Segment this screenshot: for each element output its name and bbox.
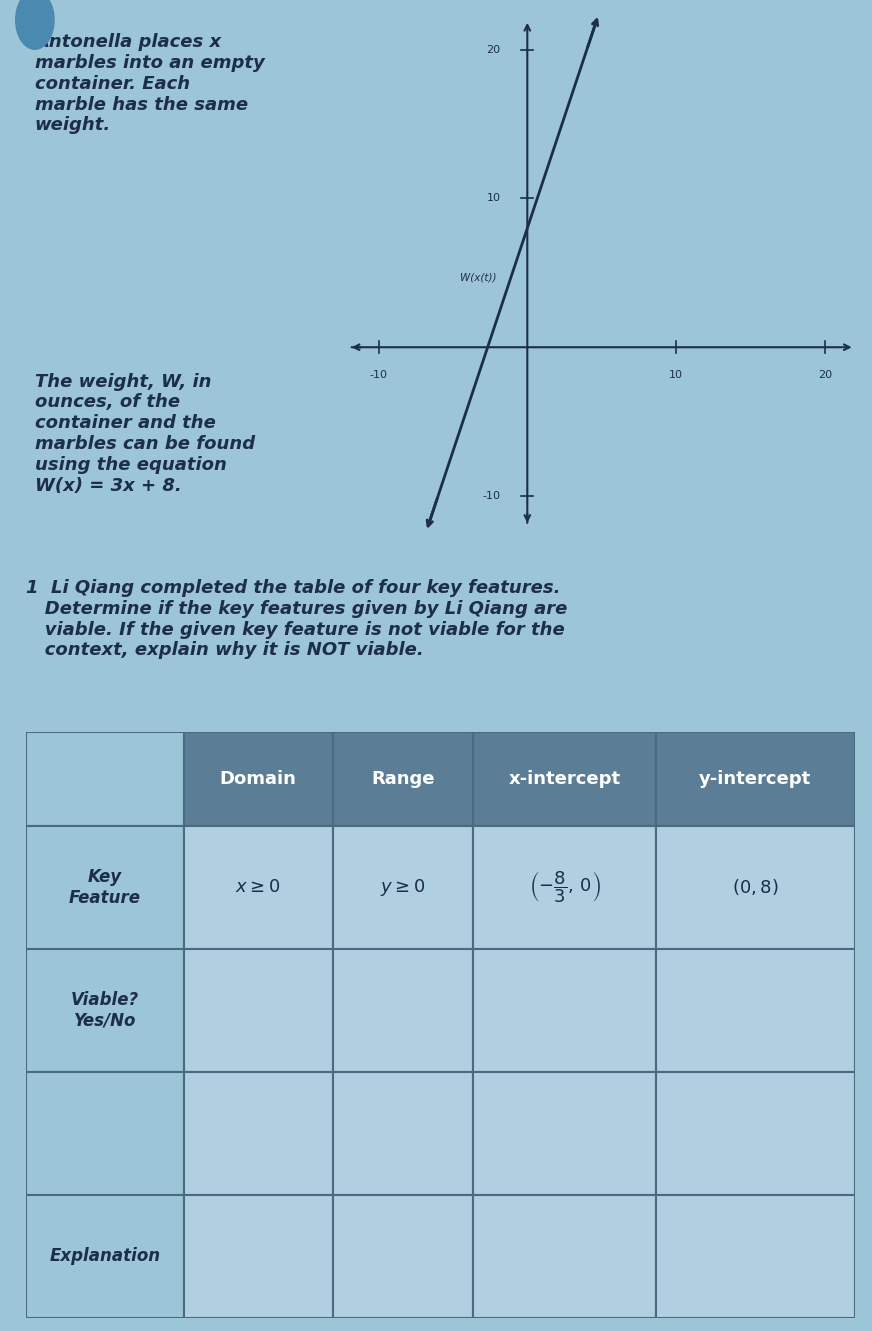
Text: x-intercept: x-intercept xyxy=(508,769,621,788)
Text: $y \geq 0$: $y \geq 0$ xyxy=(380,877,426,897)
Text: Domain: Domain xyxy=(220,769,296,788)
Bar xyxy=(333,825,473,949)
Bar xyxy=(473,1071,656,1195)
Text: 10: 10 xyxy=(669,370,683,379)
Bar xyxy=(473,825,656,949)
Text: 1  Li Qiang completed the table of four key features.
   Determine if the key fe: 1 Li Qiang completed the table of four k… xyxy=(26,579,568,659)
Text: Explanation: Explanation xyxy=(50,1247,160,1266)
Bar xyxy=(656,825,855,949)
Text: 10: 10 xyxy=(487,193,501,204)
Bar xyxy=(183,1195,332,1318)
Bar xyxy=(26,1071,183,1195)
Bar xyxy=(26,949,183,1071)
Text: -10: -10 xyxy=(482,491,501,500)
Text: $(0, 8)$: $(0, 8)$ xyxy=(732,877,779,897)
Text: Key
Feature: Key Feature xyxy=(69,868,141,906)
Text: Viable?
Yes/No: Viable? Yes/No xyxy=(71,990,139,1030)
Bar xyxy=(333,949,473,1071)
Bar xyxy=(473,1195,656,1318)
Bar xyxy=(333,1195,473,1318)
Bar xyxy=(656,1071,855,1195)
Text: Range: Range xyxy=(371,769,435,788)
Text: 20: 20 xyxy=(487,45,501,55)
Text: 20: 20 xyxy=(818,370,832,379)
Text: Antonella places x
marbles into an empty
container. Each
marble has the same
wei: Antonella places x marbles into an empty… xyxy=(35,33,264,134)
Bar xyxy=(26,732,183,825)
Text: $\left(-\dfrac{8}{3},\,0\right)$: $\left(-\dfrac{8}{3},\,0\right)$ xyxy=(528,869,601,905)
Bar xyxy=(656,949,855,1071)
Bar xyxy=(656,1195,855,1318)
Text: W(x(t)): W(x(t)) xyxy=(460,273,497,282)
Bar xyxy=(183,825,332,949)
Text: $x \geq 0$: $x \geq 0$ xyxy=(235,878,281,896)
Text: y-intercept: y-intercept xyxy=(699,769,811,788)
Bar xyxy=(183,949,332,1071)
Text: -10: -10 xyxy=(370,370,387,379)
Bar xyxy=(183,732,332,825)
Bar xyxy=(26,1195,183,1318)
Bar xyxy=(333,732,473,825)
Bar xyxy=(656,732,855,825)
Bar xyxy=(473,732,656,825)
Text: The weight, W, in
ounces, of the
container and the
marbles can be found
using th: The weight, W, in ounces, of the contain… xyxy=(35,373,255,495)
Bar xyxy=(26,825,183,949)
Bar xyxy=(183,1071,332,1195)
Bar xyxy=(333,1071,473,1195)
Bar xyxy=(473,949,656,1071)
